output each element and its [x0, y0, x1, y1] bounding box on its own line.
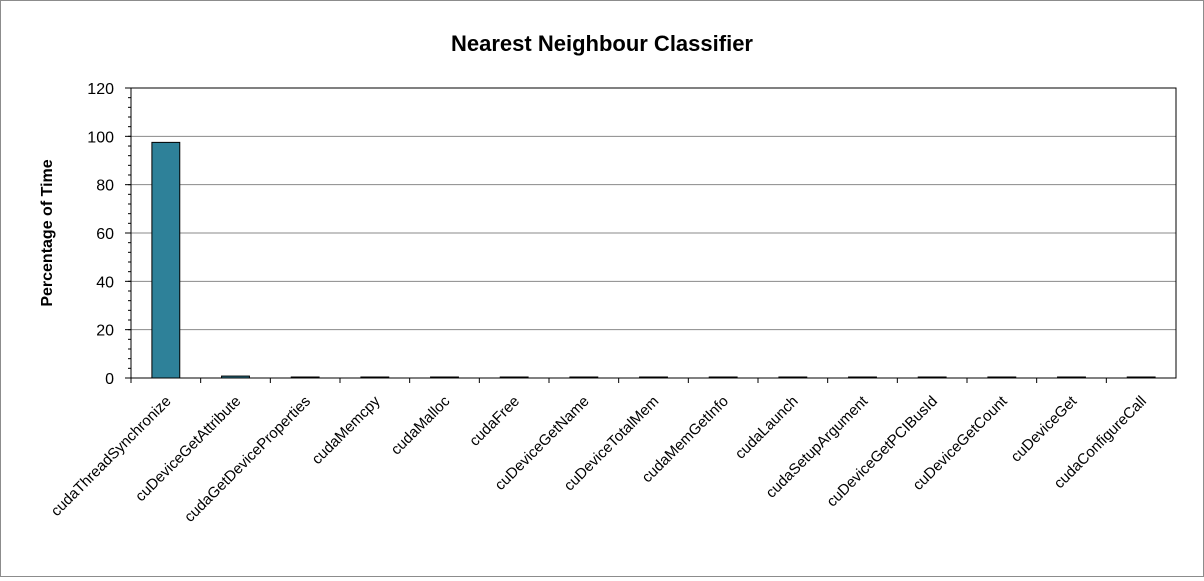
- y-tick-label: 40: [96, 274, 114, 291]
- y-tick-label: 100: [87, 129, 114, 146]
- bar-cudaThreadSynchronize: [151, 141, 181, 379]
- x-tick-label: cudaGetDeviceProperties: [181, 393, 314, 526]
- y-axis-label: Percentage of Time: [39, 159, 56, 306]
- y-tick-label: 20: [96, 323, 114, 340]
- x-tick-label: cudaThreadSynchronize: [48, 393, 175, 520]
- bars: [151, 141, 1156, 379]
- gridlines: [131, 135, 1176, 331]
- x-tick-label: cudaMemcpy: [309, 392, 384, 467]
- plot-area-border: [130, 87, 1177, 379]
- x-tick-label: cuDeviceGet: [1008, 392, 1081, 465]
- x-axis-ticks: cudaThreadSynchronizecuDeviceGetAttribut…: [48, 378, 1150, 526]
- y-tick-label: 80: [96, 178, 114, 195]
- x-tick-label: cudaMalloc: [388, 392, 454, 458]
- x-tick-label: cudaFree: [466, 393, 523, 450]
- y-tick-label: 0: [105, 371, 114, 388]
- y-tick-label: 120: [87, 81, 114, 98]
- chart-title: Nearest Neighbour Classifier: [451, 31, 753, 56]
- y-axis-ticks: 0 20 40 60 80 100 120: [87, 81, 131, 388]
- y-tick-label: 60: [96, 226, 114, 243]
- x-tick-label: cudaLaunch: [732, 393, 802, 463]
